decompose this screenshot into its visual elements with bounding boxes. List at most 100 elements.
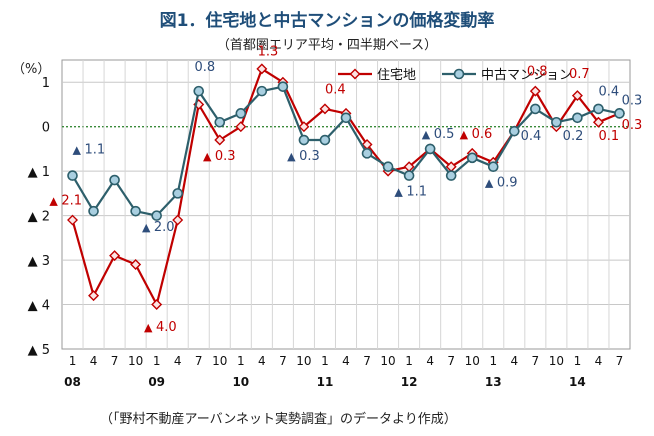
- data-label: 0.7: [569, 67, 590, 82]
- data-label: 0.3: [622, 118, 643, 133]
- x-tick-label: 4: [90, 354, 98, 368]
- x-tick-label: 7: [532, 354, 540, 368]
- x-tick-label: 10: [549, 354, 564, 368]
- data-point: [487, 161, 499, 173]
- legend-marker: [349, 68, 361, 80]
- x-tick-label: 7: [447, 354, 455, 368]
- x-tick-label: 4: [174, 354, 182, 368]
- data-point: [593, 103, 604, 115]
- x-tick-label: 7: [195, 354, 203, 368]
- data-point: [235, 108, 247, 119]
- plot-area: [61, 59, 631, 350]
- chart-subtitle: （首都圏エリア平均・四半期ベース）: [216, 38, 438, 53]
- data-point: [571, 90, 583, 102]
- x-tick-label: 7: [111, 354, 119, 368]
- x-year-label: 14: [569, 375, 586, 389]
- x-tick-label: 4: [510, 354, 518, 368]
- data-point: [572, 112, 583, 124]
- data-point: [551, 116, 562, 128]
- data-point: [382, 161, 394, 173]
- data-label: 0.3: [622, 93, 643, 108]
- x-tick-label: 4: [258, 354, 266, 368]
- source-note: （「野村不動産アーバンネット実勢調査」のデータより作成）: [100, 412, 457, 427]
- data-point: [319, 134, 331, 146]
- x-tick-label: 4: [342, 354, 350, 368]
- data-point: [277, 81, 289, 92]
- data-point: [340, 112, 352, 124]
- x-tick-label: 1: [489, 354, 497, 368]
- data-point: [592, 116, 604, 128]
- data-label: ▲ 0.9: [485, 176, 518, 191]
- legend-label: 中古マンション: [481, 68, 572, 83]
- data-point: [319, 103, 331, 115]
- x-tick-label: 1: [405, 354, 413, 368]
- x-tick-label: 1: [321, 354, 329, 368]
- data-point: [88, 205, 99, 217]
- x-tick-label: 10: [465, 354, 480, 368]
- data-point: [466, 152, 478, 164]
- chart-title: 図1．住宅地と中古マンションの価格変動率: [159, 11, 495, 31]
- data-point: [256, 63, 268, 75]
- data-point: [256, 85, 268, 97]
- data-point: [529, 85, 541, 97]
- y-tick-label: ▲ 5: [28, 343, 50, 358]
- data-point: [298, 121, 310, 133]
- data-label: ▲ 0.3: [287, 149, 320, 164]
- data-point: [172, 214, 184, 226]
- x-year-label: 13: [485, 375, 502, 389]
- data-label: ▲ 2.0: [142, 220, 175, 235]
- x-tick-label: 1: [153, 354, 161, 368]
- x-tick-label: 10: [296, 354, 311, 368]
- data-point: [172, 188, 184, 199]
- x-year-label: 10: [232, 375, 249, 389]
- data-point: [508, 125, 520, 137]
- x-year-label: 09: [148, 375, 165, 389]
- x-tick-label: 7: [279, 354, 287, 368]
- data-point: [67, 170, 78, 181]
- data-point: [403, 170, 415, 181]
- x-tick-label: 1: [69, 354, 77, 368]
- data-label: 0.4: [598, 85, 619, 100]
- y-tick-label: ▲ 2: [28, 210, 50, 225]
- data-point: [424, 143, 436, 155]
- data-point: [445, 170, 457, 181]
- data-point: [151, 299, 163, 311]
- data-point: [193, 85, 205, 97]
- data-label: ▲ 4.0: [144, 320, 177, 335]
- legend-label: 住宅地: [377, 68, 416, 83]
- data-label: ▲ 2.1: [49, 194, 82, 209]
- data-label: 1.3: [258, 45, 279, 60]
- y-tick-label: 1: [42, 76, 50, 91]
- data-label: 0.1: [598, 129, 619, 144]
- data-point: [67, 214, 79, 226]
- y-tick-label: ▲ 1: [28, 165, 50, 180]
- data-label: 0.8: [195, 60, 216, 75]
- data-point: [130, 205, 141, 217]
- data-label: 0.4: [521, 129, 542, 144]
- x-tick-label: 7: [363, 354, 371, 368]
- y-tick-label: 0: [42, 121, 50, 136]
- x-tick-label: 4: [595, 354, 603, 368]
- data-point: [130, 259, 142, 271]
- x-tick-label: 7: [616, 354, 624, 368]
- data-point: [235, 121, 247, 133]
- data-label: ▲ 1.1: [394, 185, 427, 200]
- data-label: 0.4: [325, 82, 346, 97]
- data-point: [109, 174, 120, 186]
- data-point: [361, 148, 373, 159]
- data-point: [214, 116, 226, 128]
- x-tick-label: 10: [380, 354, 395, 368]
- x-tick-label: 10: [212, 354, 227, 368]
- data-point: [151, 210, 162, 221]
- y-tick-label: ▲ 3: [28, 254, 50, 269]
- data-point: [614, 108, 625, 119]
- data-label: 0.8: [527, 65, 548, 80]
- data-label: ▲ 0.3: [203, 149, 236, 164]
- data-label: ▲ 0.5: [422, 127, 455, 142]
- data-point: [88, 290, 100, 302]
- data-point: [109, 250, 121, 262]
- legend-marker: [453, 68, 465, 80]
- y-axis-unit: （%）: [12, 62, 51, 77]
- x-tick-label: 1: [574, 354, 582, 368]
